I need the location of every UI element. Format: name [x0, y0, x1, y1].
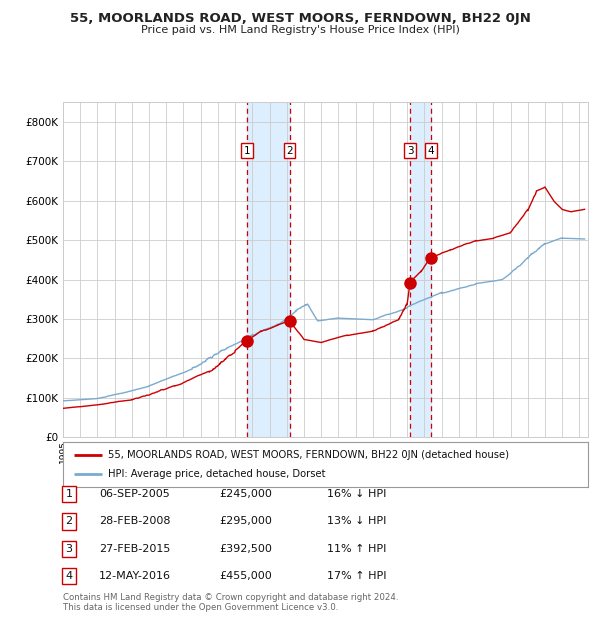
- Text: 2: 2: [286, 146, 293, 156]
- Text: 1: 1: [65, 489, 73, 499]
- Bar: [410, 102, 431, 437]
- Text: £245,000: £245,000: [219, 489, 272, 499]
- Text: 17% ↑ HPI: 17% ↑ HPI: [327, 571, 386, 581]
- Text: 28-FEB-2008: 28-FEB-2008: [99, 516, 170, 526]
- Text: 13% ↓ HPI: 13% ↓ HPI: [327, 516, 386, 526]
- Bar: [247, 102, 290, 437]
- Text: Price paid vs. HM Land Registry's House Price Index (HPI): Price paid vs. HM Land Registry's House …: [140, 25, 460, 35]
- Text: £455,000: £455,000: [219, 571, 272, 581]
- Text: 55, MOORLANDS ROAD, WEST MOORS, FERNDOWN, BH22 0JN: 55, MOORLANDS ROAD, WEST MOORS, FERNDOWN…: [70, 12, 530, 25]
- Text: 4: 4: [427, 146, 434, 156]
- Text: 27-FEB-2015: 27-FEB-2015: [99, 544, 170, 554]
- Text: £295,000: £295,000: [219, 516, 272, 526]
- Text: 2: 2: [65, 516, 73, 526]
- Text: 3: 3: [65, 544, 73, 554]
- Text: 16% ↓ HPI: 16% ↓ HPI: [327, 489, 386, 499]
- Text: 06-SEP-2005: 06-SEP-2005: [99, 489, 170, 499]
- Text: 1: 1: [244, 146, 250, 156]
- Text: HPI: Average price, detached house, Dorset: HPI: Average price, detached house, Dors…: [107, 469, 325, 479]
- Text: 11% ↑ HPI: 11% ↑ HPI: [327, 544, 386, 554]
- Text: £392,500: £392,500: [219, 544, 272, 554]
- Text: 12-MAY-2016: 12-MAY-2016: [99, 571, 171, 581]
- Text: Contains HM Land Registry data © Crown copyright and database right 2024.
This d: Contains HM Land Registry data © Crown c…: [63, 593, 398, 612]
- Text: 4: 4: [65, 571, 73, 581]
- Text: 3: 3: [407, 146, 413, 156]
- Text: 55, MOORLANDS ROAD, WEST MOORS, FERNDOWN, BH22 0JN (detached house): 55, MOORLANDS ROAD, WEST MOORS, FERNDOWN…: [107, 450, 509, 459]
